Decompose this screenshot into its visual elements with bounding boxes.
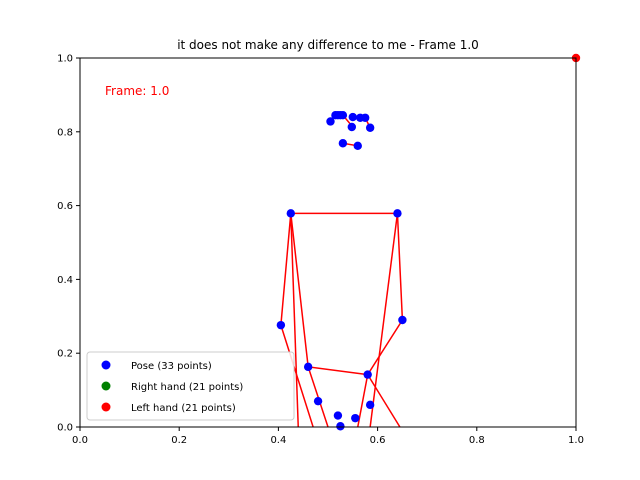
x-tick-label: 0.6 [370, 435, 386, 446]
x-tick-label: 0.4 [270, 435, 286, 446]
x-axis-ticks: 0.0 0.2 0.4 0.6 0.8 1.0 [72, 427, 584, 446]
x-tick-label: 0.8 [469, 435, 485, 446]
y-tick-label: 0.0 [57, 423, 73, 434]
y-tick-label: 0.4 [57, 275, 73, 286]
plot-frame [79, 57, 577, 428]
pose-point [363, 370, 372, 379]
x-tick-label: 1.0 [568, 435, 584, 446]
pose-point [398, 315, 407, 325]
connection-line [367, 374, 401, 427]
chart-title: it does not make any difference to me - … [177, 38, 479, 52]
pose-point [333, 411, 343, 420]
legend-box [86, 351, 295, 421]
pose-point [361, 113, 370, 122]
pose-point [286, 209, 295, 218]
pose-point [393, 209, 402, 218]
pose-point [347, 122, 357, 132]
x-tick-label: 0.0 [72, 435, 88, 446]
keypoints [276, 53, 581, 431]
legend: Pose (33 points) Right hand (21 points) … [86, 351, 295, 421]
pose-point [336, 422, 345, 431]
frame-annotation: Frame: 1.0 [105, 84, 169, 98]
x-tick-label: 0.2 [171, 435, 187, 446]
pose-point [303, 362, 313, 372]
y-axis-ticks: 0.0 0.2 0.4 0.6 0.8 1.0 [57, 54, 80, 434]
pose-point [331, 110, 340, 120]
pose-point [351, 413, 360, 423]
y-tick-label: 0.6 [57, 201, 73, 212]
legend-label-right-hand: Right hand (21 points) [131, 382, 243, 393]
connection-line [290, 213, 299, 427]
pose-point [326, 117, 335, 126]
connection-line [357, 213, 404, 427]
y-tick-label: 0.8 [57, 127, 73, 138]
pose-point [348, 112, 357, 122]
legend-label-pose: Pose (33 points) [131, 361, 212, 372]
pose-point [353, 141, 362, 151]
legend-label-left-hand: Left hand (21 points) [131, 403, 236, 414]
y-tick-label: 0.2 [57, 349, 73, 360]
legend-marker-left-hand [101, 402, 111, 412]
pose-point [365, 400, 375, 410]
connection-line [307, 366, 329, 427]
legend-marker-pose [101, 360, 111, 370]
pose-point [313, 396, 323, 406]
pose-point [365, 123, 375, 132]
pose-point [338, 139, 348, 148]
y-tick-label: 1.0 [57, 54, 73, 65]
legend-marker-right-hand [101, 381, 111, 391]
pose-point [276, 320, 286, 330]
connection-line [369, 213, 399, 427]
